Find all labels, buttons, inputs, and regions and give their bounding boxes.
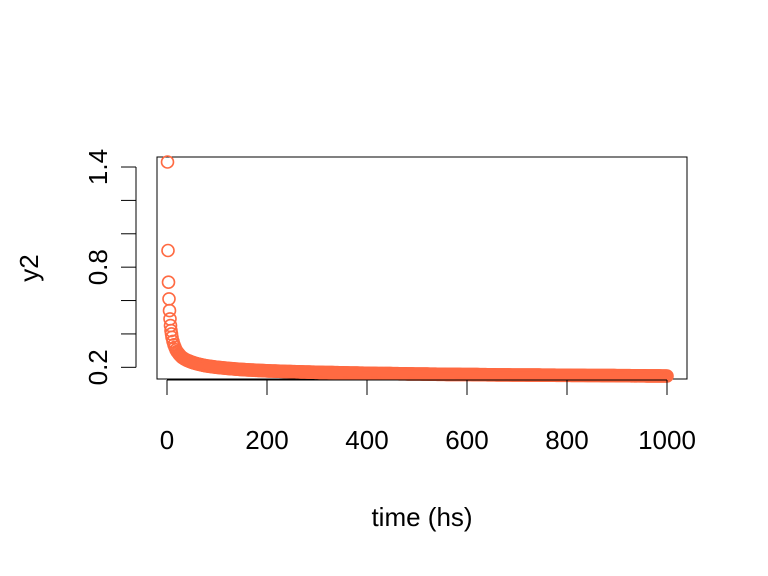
x-axis: 0 200 400 600 800 1000	[160, 379, 696, 455]
y-axis: 0.2 0.8 1.4	[83, 149, 137, 385]
x-tick-label: 600	[445, 425, 488, 455]
x-tick-label: 1000	[638, 425, 696, 455]
x-tick-label: 0	[160, 425, 174, 455]
x-tick-label: 800	[545, 425, 588, 455]
x-tick-label: 400	[345, 425, 388, 455]
data-point	[162, 292, 176, 306]
plot-box	[156, 156, 688, 380]
data-point	[160, 155, 175, 169]
x-axis-label: time (hs)	[371, 502, 472, 532]
y-tick-label: 0.8	[83, 249, 113, 285]
data-point	[161, 243, 175, 258]
data-point	[162, 303, 177, 318]
y-tick-label: 0.2	[83, 349, 113, 385]
data-point	[161, 275, 176, 290]
y-axis-label: y2	[14, 254, 44, 281]
x-tick-label: 200	[245, 425, 288, 455]
data-points	[160, 155, 674, 383]
y-tick-label: 1.4	[83, 149, 113, 185]
